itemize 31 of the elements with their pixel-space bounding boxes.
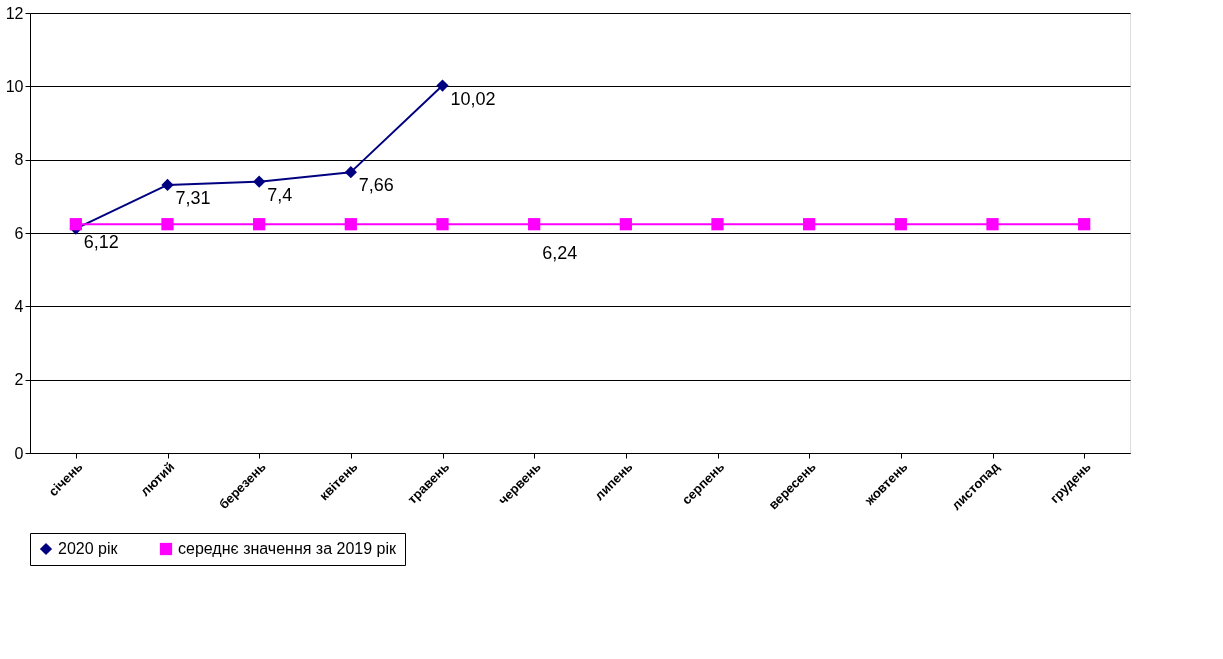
point [436, 79, 449, 92]
point [619, 218, 632, 231]
point [253, 175, 266, 188]
y-tick-label: 8 [14, 151, 24, 169]
point [711, 218, 724, 231]
point [161, 218, 174, 231]
y-tick-label: 12 [5, 4, 24, 22]
data-label: 7,31 [175, 187, 211, 208]
data-label: 7,66 [358, 175, 394, 196]
point [1078, 218, 1091, 231]
y-tick-label: 6 [14, 224, 24, 242]
point [986, 218, 999, 231]
point [344, 218, 357, 231]
data-label: 6,24 [542, 243, 578, 264]
point [528, 218, 541, 231]
point [894, 218, 907, 231]
point [803, 218, 816, 231]
point [69, 218, 82, 231]
data-label: 7,4 [267, 184, 293, 205]
point [253, 218, 266, 231]
point [161, 178, 174, 192]
legend-label: середнє значення за 2019 рік [178, 540, 398, 557]
point [344, 166, 357, 179]
y-tick-label: 10 [5, 77, 24, 95]
point [436, 218, 449, 231]
data-label: 6,12 [83, 231, 119, 252]
data-label: 10,02 [450, 88, 496, 109]
legend-label: 2020 рік [58, 540, 119, 557]
y-tick-label: 4 [14, 297, 24, 315]
y-tick-label: 2 [14, 371, 24, 389]
y-tick-label: 0 [14, 444, 24, 462]
